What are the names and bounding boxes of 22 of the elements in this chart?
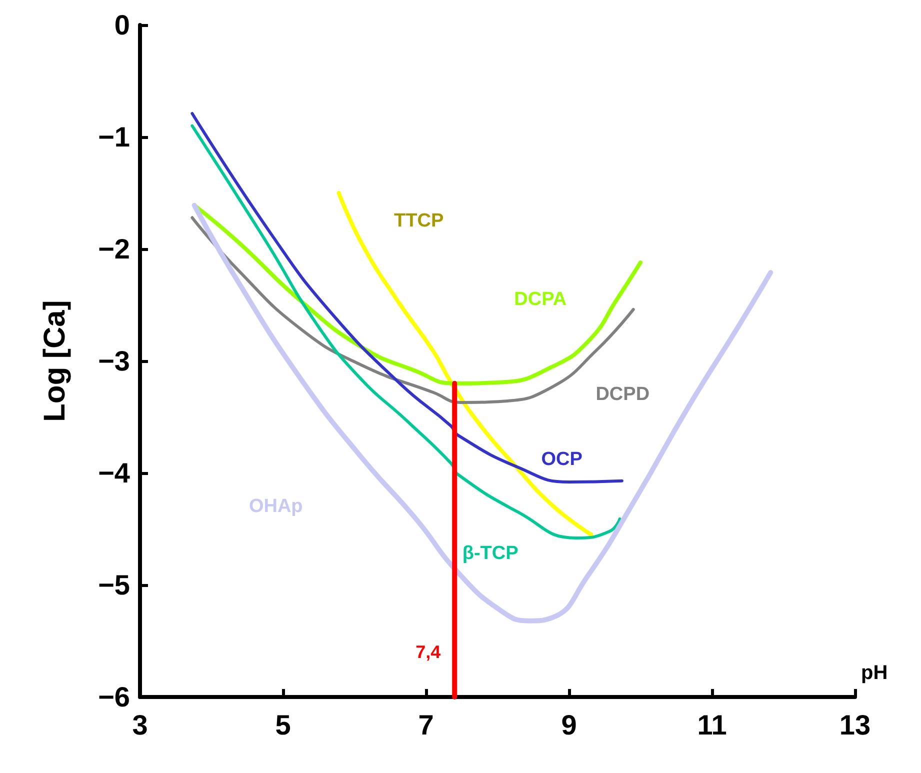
y-tick-label: −6 — [98, 682, 130, 712]
x-tick-label: 13 — [839, 710, 871, 740]
x-tick-label: 11 — [697, 710, 727, 740]
x-tick-label: 7 — [418, 710, 434, 740]
y-tick-label: 0 — [114, 10, 130, 40]
x-tick-label: 9 — [561, 710, 577, 740]
series-label: DCPD — [596, 384, 650, 406]
y-tick-label: −3 — [98, 346, 130, 376]
series-label: TTCP — [394, 210, 444, 232]
x-tick-label: 3 — [132, 710, 148, 740]
annotation: 7,4 — [416, 642, 441, 662]
y-axis-title: Log [Ca] — [38, 300, 72, 422]
y-tick-label: −4 — [98, 458, 130, 488]
series-label: β-TCP — [462, 543, 519, 564]
series-label: OCP — [541, 449, 583, 470]
series-label: DCPA — [514, 288, 567, 310]
x-axis-title: pH — [861, 662, 888, 684]
x-tick-label: 5 — [275, 710, 291, 740]
y-tick-label: −2 — [98, 234, 130, 264]
y-tick-label: −1 — [98, 122, 130, 152]
y-tick-label: −5 — [98, 570, 130, 600]
line-series — [336, 191, 594, 537]
